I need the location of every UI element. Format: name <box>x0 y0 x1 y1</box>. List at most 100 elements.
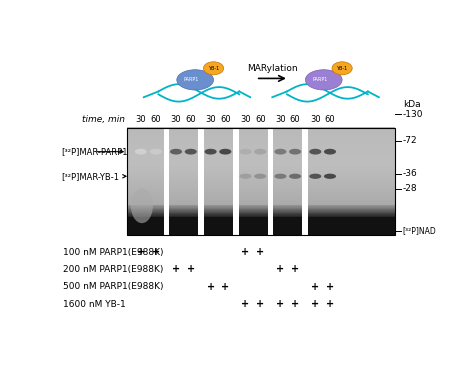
Bar <box>127 145 395 146</box>
Bar <box>127 168 395 169</box>
Ellipse shape <box>305 70 342 90</box>
Bar <box>127 200 395 201</box>
Bar <box>127 231 395 232</box>
Text: [³²P]NAD: [³²P]NAD <box>403 226 437 235</box>
Ellipse shape <box>254 149 266 155</box>
Bar <box>127 150 395 151</box>
Bar <box>127 178 395 179</box>
Bar <box>127 133 395 135</box>
Bar <box>127 135 395 136</box>
Ellipse shape <box>170 149 182 155</box>
Text: +: + <box>152 247 160 257</box>
Ellipse shape <box>239 174 252 179</box>
Bar <box>127 232 395 233</box>
Text: +: + <box>291 264 299 274</box>
Bar <box>127 185 395 186</box>
Bar <box>127 200 395 202</box>
Ellipse shape <box>219 149 231 155</box>
Bar <box>127 216 395 217</box>
Bar <box>127 209 395 211</box>
Bar <box>127 158 395 159</box>
Text: -28: -28 <box>403 184 417 193</box>
Bar <box>127 205 395 206</box>
Text: +: + <box>256 247 264 257</box>
Bar <box>127 192 395 193</box>
Ellipse shape <box>150 149 162 155</box>
Bar <box>127 152 395 153</box>
Bar <box>127 219 395 220</box>
Bar <box>127 144 395 146</box>
Bar <box>127 207 395 208</box>
Text: +: + <box>207 282 215 292</box>
Bar <box>267 127 273 235</box>
Bar <box>302 127 308 235</box>
Ellipse shape <box>332 62 352 75</box>
Text: MARylation: MARylation <box>247 64 298 73</box>
Bar <box>127 226 395 227</box>
Bar <box>127 198 395 199</box>
Text: 1600 nM YB-1: 1600 nM YB-1 <box>63 300 126 309</box>
Bar <box>127 193 395 195</box>
Ellipse shape <box>205 149 217 155</box>
Bar <box>127 217 395 219</box>
Text: 500 nM PARP1(E988K): 500 nM PARP1(E988K) <box>63 282 164 291</box>
Text: 30: 30 <box>171 115 182 124</box>
Bar <box>127 168 395 170</box>
Bar <box>127 233 395 235</box>
Text: +: + <box>276 299 284 309</box>
Bar <box>127 183 395 185</box>
Bar <box>127 224 395 226</box>
Bar <box>233 127 238 235</box>
Text: +: + <box>291 299 299 309</box>
Bar <box>127 223 395 224</box>
Bar <box>127 137 395 138</box>
Text: PARP1: PARP1 <box>312 77 328 82</box>
Bar <box>127 150 395 152</box>
Ellipse shape <box>289 149 301 155</box>
Bar <box>127 147 395 148</box>
Text: [³²P]MAR-PARP1: [³²P]MAR-PARP1 <box>61 147 128 156</box>
Bar <box>127 161 395 162</box>
Bar <box>127 193 395 194</box>
Bar <box>164 127 170 235</box>
Bar <box>127 133 395 134</box>
Text: +: + <box>241 247 249 257</box>
Text: +: + <box>276 264 284 274</box>
Bar <box>127 208 395 209</box>
Bar <box>127 141 395 142</box>
Bar <box>127 129 395 130</box>
Bar <box>127 176 395 177</box>
Bar <box>127 210 395 211</box>
Bar <box>127 130 395 131</box>
Bar <box>127 180 395 181</box>
Ellipse shape <box>274 149 286 155</box>
Bar <box>127 127 395 129</box>
Bar <box>127 222 395 223</box>
Bar <box>127 166 395 167</box>
Bar <box>127 155 395 156</box>
Text: 60: 60 <box>255 115 265 124</box>
Text: 30: 30 <box>240 115 251 124</box>
Bar <box>127 181 395 182</box>
Ellipse shape <box>135 149 147 155</box>
Text: +: + <box>241 299 249 309</box>
Text: +: + <box>137 247 145 257</box>
Bar <box>127 128 395 129</box>
Bar <box>127 205 395 206</box>
Bar <box>127 148 395 149</box>
Bar <box>127 204 395 205</box>
Text: +: + <box>326 299 334 309</box>
Bar <box>127 216 395 217</box>
Bar <box>127 156 395 157</box>
Text: YB-1: YB-1 <box>337 66 348 71</box>
Bar <box>127 186 395 188</box>
Ellipse shape <box>239 149 252 155</box>
Bar <box>127 191 395 192</box>
Bar <box>127 202 395 203</box>
Bar <box>127 207 395 208</box>
Bar <box>127 188 395 189</box>
Bar <box>127 233 395 234</box>
Text: +: + <box>256 299 264 309</box>
Bar <box>127 157 395 158</box>
Bar <box>127 136 395 138</box>
